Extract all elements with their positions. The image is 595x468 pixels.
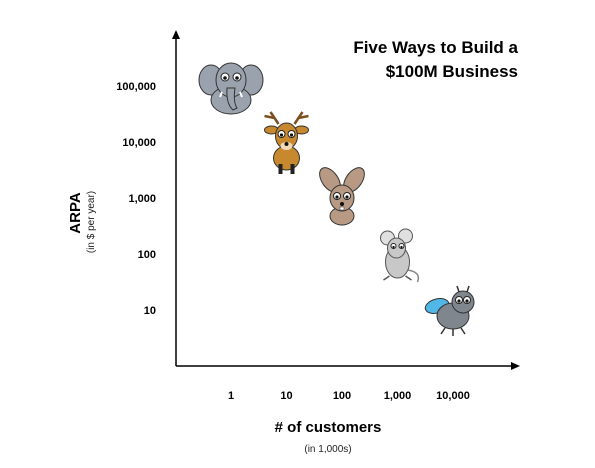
fly-marker bbox=[424, 285, 475, 336]
x-tick-label: 1,000 bbox=[384, 390, 412, 402]
x-tick-label: 1 bbox=[228, 390, 234, 402]
x-axis-arrow bbox=[511, 362, 520, 370]
elephant-marker bbox=[198, 62, 264, 115]
y-tick-label: 1,000 bbox=[128, 193, 156, 205]
deer-marker bbox=[264, 111, 309, 174]
axes bbox=[172, 30, 520, 370]
y-axis-sublabel: (in $ per year) bbox=[86, 191, 97, 253]
x-tick-label: 100 bbox=[333, 390, 351, 402]
data-points bbox=[198, 62, 475, 336]
y-tick-label: 100 bbox=[138, 249, 156, 261]
y-axis-arrow bbox=[172, 30, 180, 39]
y-axis-label: ARPA bbox=[67, 192, 84, 234]
x-axis-label: # of customers bbox=[275, 419, 382, 436]
y-tick-label: 10,000 bbox=[122, 137, 156, 149]
x-tick-labels: 1 10 100 1,000 10,000 bbox=[228, 390, 470, 402]
rabbit-marker bbox=[319, 167, 365, 226]
x-axis-sublabel: (in 1,000s) bbox=[304, 444, 351, 455]
mouse-marker bbox=[380, 228, 420, 283]
chart-title-line-1: Five Ways to Build a bbox=[353, 38, 518, 57]
x-tick-label: 10,000 bbox=[436, 390, 470, 402]
y-tick-labels: 10 100 1,000 10,000 100,000 bbox=[116, 81, 156, 317]
y-tick-label: 100,000 bbox=[116, 81, 156, 93]
chart-title-line-2: $100M Business bbox=[386, 62, 518, 81]
x-tick-label: 10 bbox=[280, 390, 292, 402]
y-tick-label: 10 bbox=[144, 305, 156, 317]
